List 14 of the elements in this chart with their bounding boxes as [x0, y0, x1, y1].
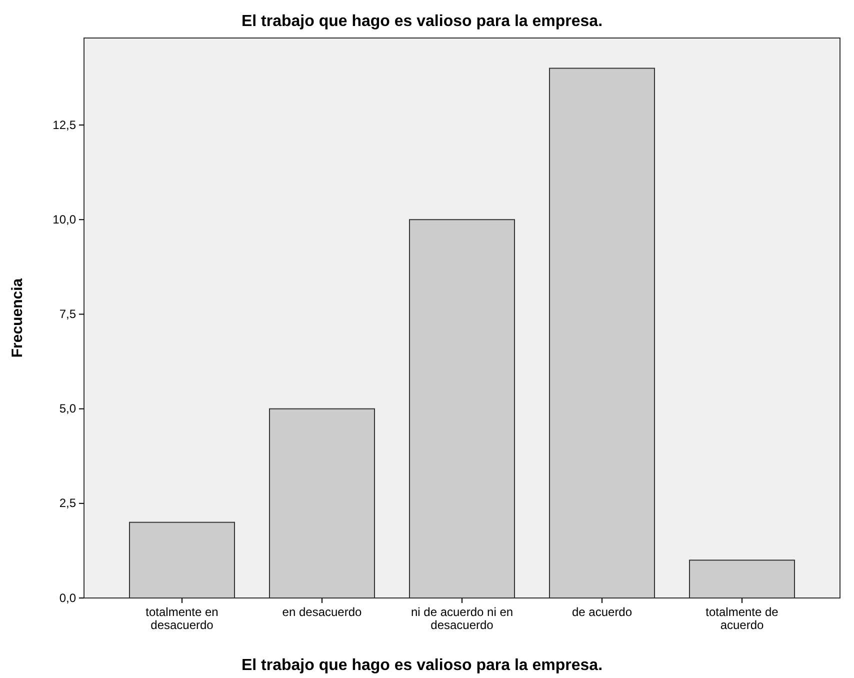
y-tick-label: 5,0 [59, 402, 76, 416]
y-tick-label: 0,0 [59, 590, 76, 605]
y-tick-label: 7,5 [59, 307, 76, 322]
y-tick-label: 10,0 [52, 212, 76, 226]
x-tick-label: de acuerdo [572, 605, 632, 619]
x-axis-title: El trabajo que hago es valioso para la empresa. [241, 657, 603, 674]
x-tick-label: en desacuerdo [282, 605, 362, 619]
y-axis-title: Frecuencia [9, 278, 26, 358]
x-tick-label: totalmente de acuerdo [706, 605, 779, 632]
y-tick-label: 12,5 [52, 118, 76, 132]
chart-title: El trabajo que hago es valioso para la empresa. [241, 13, 603, 30]
x-tick-label: ni de acuerdo ni en desacuerdo [410, 605, 514, 632]
x-tick-label: totalmente en desacuerdo [146, 605, 218, 632]
y-tick-label: 2,5 [59, 496, 76, 510]
